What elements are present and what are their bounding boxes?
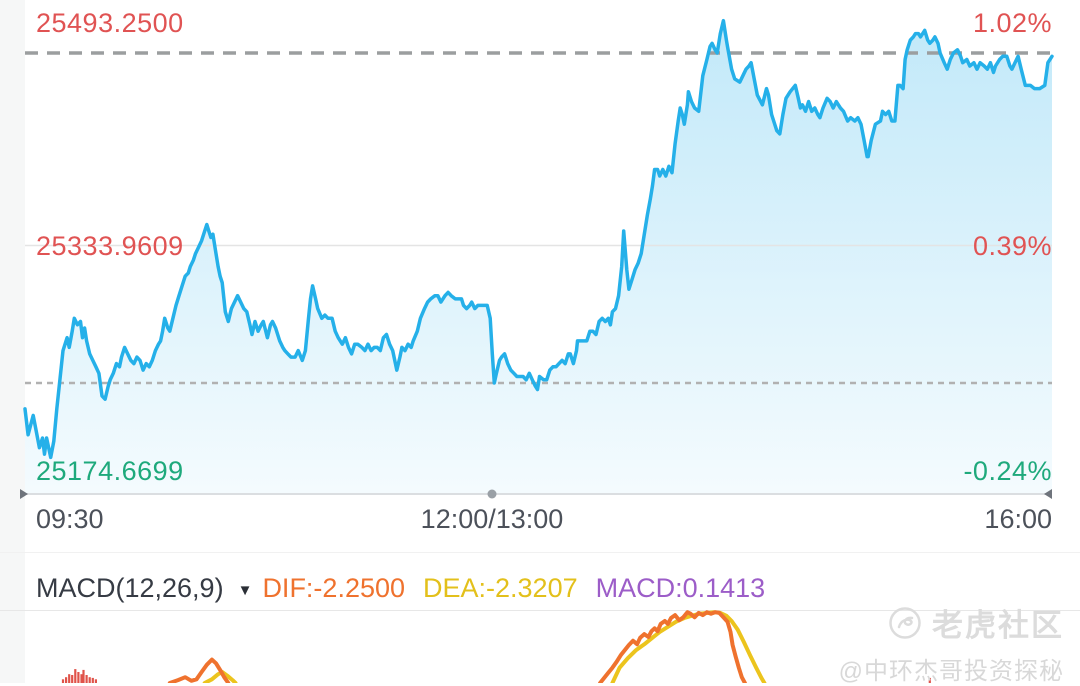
macd-histogram-bar bbox=[71, 675, 74, 683]
price-line bbox=[23, 18, 1054, 460]
dif-value-label: DIF:-2.2500 bbox=[262, 572, 406, 603]
time-label-midday: 12:00/13:00 bbox=[420, 504, 564, 534]
price-high-label: 25493.2500 bbox=[36, 8, 184, 38]
price-low-label: 25174.6699 bbox=[36, 456, 184, 486]
left-margin-strip bbox=[0, 0, 25, 683]
time-label-open: 09:30 bbox=[36, 504, 104, 534]
price-mid-label: 25333.9609 bbox=[36, 231, 184, 261]
macd-panel-top-border bbox=[0, 610, 1080, 611]
price-area-fill bbox=[25, 20, 1052, 493]
macd-histogram-bar bbox=[65, 677, 68, 683]
macd-chart-canvas[interactable] bbox=[0, 610, 1080, 683]
macd-value-label: MACD:0.1413 bbox=[595, 572, 766, 603]
axis-left-arrow-icon bbox=[20, 489, 28, 499]
macd-sub-chart[interactable] bbox=[0, 610, 1080, 683]
chevron-down-icon[interactable]: ▼ bbox=[237, 581, 253, 599]
pct-mid-label: 0.39% bbox=[972, 231, 1052, 261]
macd-histogram-bar bbox=[94, 679, 97, 683]
macd-histogram-bar bbox=[68, 674, 71, 683]
indicator-name[interactable]: MACD(12,26,9) bbox=[36, 572, 224, 603]
time-axis: 09:30 12:00/13:00 16:00 bbox=[0, 504, 1080, 536]
dea-value-label: DEA:-2.3207 bbox=[423, 572, 578, 603]
axis-right-arrow-icon bbox=[1044, 489, 1052, 499]
macd-histogram-bar bbox=[85, 675, 88, 683]
pct-low-label: -0.24% bbox=[963, 456, 1052, 486]
intraday-price-chart[interactable]: 25493.2500 1.02% 25333.9609 0.39% 25174.… bbox=[0, 0, 1080, 534]
axis-midpoint-dot bbox=[487, 489, 497, 499]
dea-line bbox=[202, 610, 767, 683]
divider-above-indicator-bar bbox=[0, 552, 1080, 553]
pct-high-label: 1.02% bbox=[972, 8, 1052, 38]
macd-histogram bbox=[61, 669, 931, 683]
macd-histogram-bar bbox=[928, 677, 931, 683]
macd-histogram-bar bbox=[88, 677, 91, 683]
indicator-settings-bar: MACD(12,26,9) ▼ DIF:-2.2500 DEA:-2.3207 … bbox=[36, 570, 765, 606]
macd-histogram-bar bbox=[74, 669, 77, 683]
macd-histogram-bar bbox=[77, 672, 80, 683]
macd-histogram-bar bbox=[91, 677, 94, 683]
dif-line bbox=[167, 610, 747, 683]
macd-histogram-bar bbox=[82, 669, 85, 683]
macd-histogram-bar bbox=[80, 674, 83, 683]
time-label-close: 16:00 bbox=[984, 504, 1052, 534]
price-chart-canvas[interactable] bbox=[0, 0, 1080, 500]
macd-histogram-bar bbox=[61, 679, 65, 683]
